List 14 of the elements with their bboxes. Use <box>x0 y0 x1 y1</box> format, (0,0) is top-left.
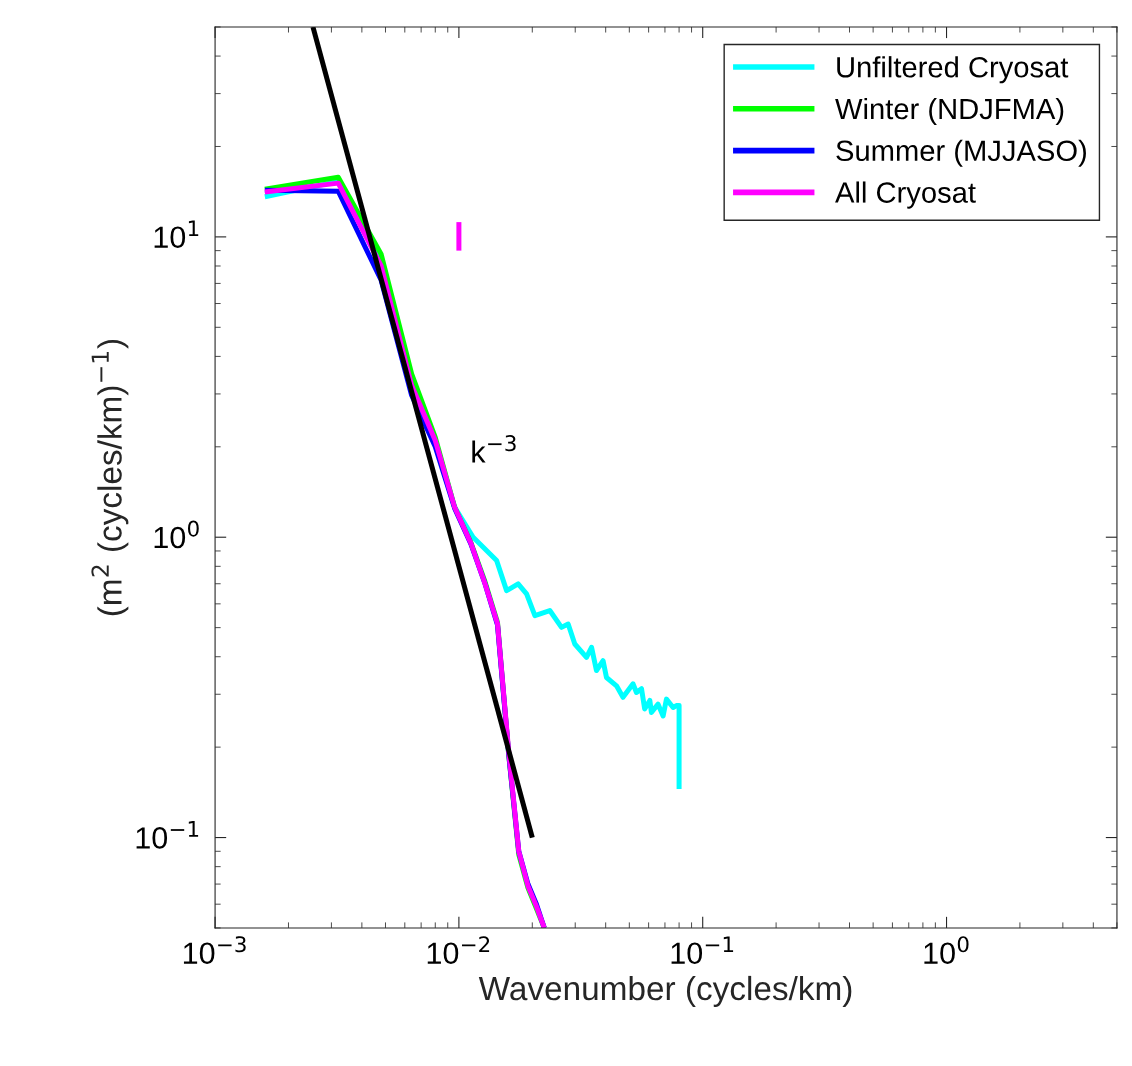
annotation: k$^{−3}$ <box>472 435 516 463</box>
y-axis-title: (m$^{2}$ (cycles/km)$^{−1}$) <box>91 339 129 616</box>
y-tick-label: 10$^{0}$ <box>154 520 199 549</box>
legend-label: Unfiltered Cryosat <box>837 56 1069 84</box>
legend-label: Summer (MJJASO) <box>836 139 1086 167</box>
y-tick-label: 10$^{−1}$ <box>136 821 199 849</box>
x-tick-label: 10$^{−3}$ <box>183 936 246 965</box>
legend-label: All Cryosat <box>835 181 976 209</box>
x-tick-label: 10$^{−2}$ <box>427 936 490 965</box>
x-axis-title: Wavenumber (cycles/km) <box>478 975 852 1007</box>
legend-label: Winter (NDJFMA) <box>835 97 1064 126</box>
x-tick-label: 10$^{−1}$ <box>671 936 734 965</box>
x-tick-label: 10$^{0}$ <box>924 936 969 965</box>
y-tick-label: 10$^{1}$ <box>154 220 199 249</box>
